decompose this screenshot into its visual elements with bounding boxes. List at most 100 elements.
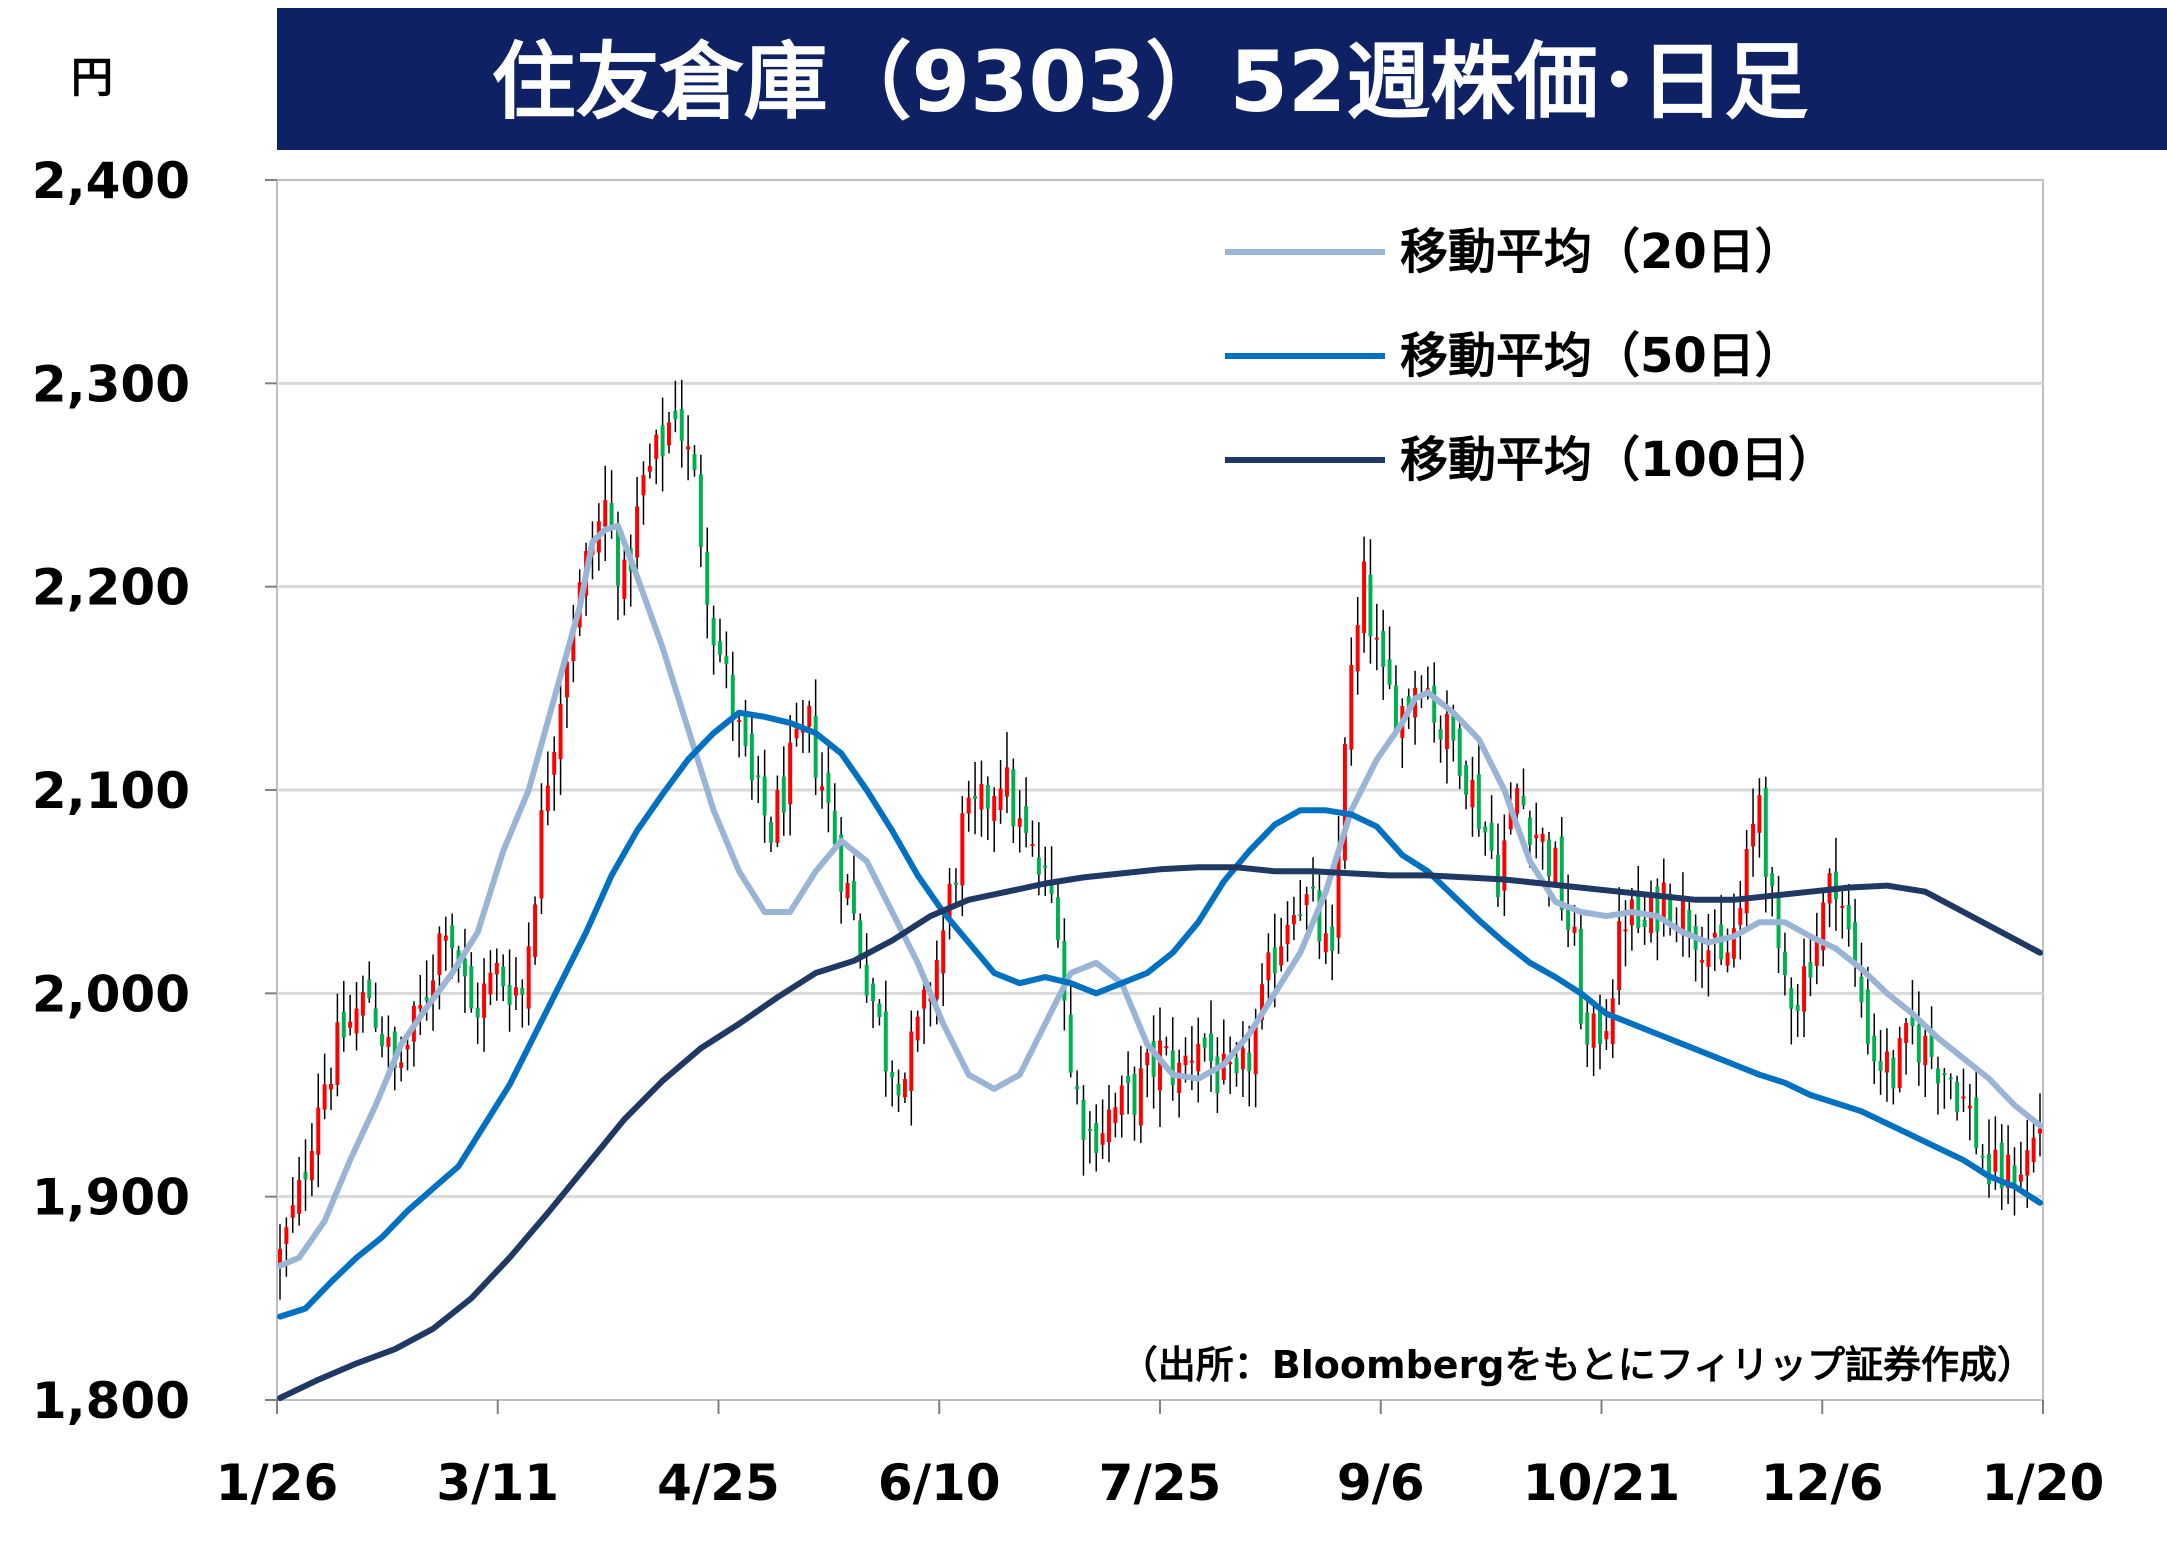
candle-body	[1457, 728, 1462, 776]
candle-body	[278, 1248, 282, 1264]
candle-body	[1151, 1041, 1156, 1077]
y-tick-label: 2,000	[32, 965, 190, 1023]
candle-body	[564, 661, 569, 698]
candle-body	[1489, 822, 1494, 851]
candle-body	[1910, 1013, 1915, 1027]
candle-body	[1113, 1107, 1118, 1124]
y-tick-label: 2,300	[32, 355, 190, 413]
candle-body	[1387, 659, 1392, 685]
candle-body	[1368, 574, 1373, 637]
candle-body	[737, 720, 742, 723]
candle-body	[692, 454, 697, 470]
candle-body	[1802, 966, 1807, 1012]
candle-body	[450, 925, 455, 949]
candle-body	[1024, 806, 1029, 833]
candle-body	[1062, 941, 1067, 1001]
y-tick-label: 1,800	[32, 1372, 190, 1430]
candle-body	[615, 528, 620, 586]
y-tick-label: 2,100	[32, 762, 190, 820]
candle-body	[1604, 1031, 1609, 1040]
candle-body	[1304, 894, 1309, 906]
candle-body	[1942, 1073, 1947, 1076]
candle-body	[1738, 908, 1743, 925]
candle-body	[1336, 848, 1341, 938]
candle-body	[1145, 1052, 1150, 1066]
candle-body	[1470, 779, 1475, 808]
candle-body	[386, 1037, 391, 1047]
candle-body	[788, 742, 793, 805]
candle-body	[2031, 1137, 2036, 1163]
candle-body	[845, 883, 850, 899]
candle-body	[1540, 833, 1545, 842]
candle-body	[1865, 989, 1870, 1044]
candle-body	[297, 1179, 302, 1214]
candle-body	[1923, 1035, 1928, 1066]
candle-body	[2025, 1150, 2030, 1176]
candle-body	[1591, 1013, 1596, 1048]
y-unit-label: 円	[71, 53, 113, 102]
candle-body	[1049, 880, 1054, 894]
candle-body	[762, 776, 767, 816]
candle-body	[1132, 1073, 1137, 1116]
candle-body	[1342, 743, 1347, 861]
candle-body	[2038, 1128, 2042, 1134]
candle-body	[1680, 897, 1685, 934]
candle-body	[667, 422, 671, 446]
gridlines	[277, 381, 2043, 1199]
candle-body	[1107, 1109, 1111, 1143]
candle-body	[1846, 904, 1851, 930]
candle-body	[1814, 937, 1819, 966]
x-axis: 1/26 3/11 4/25 6/10 7/25 9/6 10/21 12/6 1/20	[216, 1400, 2104, 1512]
candle-body	[890, 1071, 895, 1078]
x-tick-label: 7/25	[1099, 1454, 1222, 1512]
candle-body	[947, 883, 952, 920]
candle-body	[1967, 1105, 1972, 1109]
candle-body	[1158, 1040, 1162, 1091]
candle-body	[1298, 914, 1303, 917]
candle-body	[673, 410, 678, 420]
candle-body	[469, 966, 474, 1009]
candle-body	[1534, 834, 1539, 839]
candle-body	[1891, 1057, 1896, 1089]
candle-body	[2012, 1165, 2017, 1189]
candle-body	[1444, 713, 1449, 750]
candle-body	[705, 551, 710, 605]
candle-body	[902, 1079, 907, 1098]
candle-body	[609, 502, 614, 526]
candle-body	[1355, 625, 1360, 672]
candle-body	[660, 425, 665, 457]
candle-body	[1610, 998, 1615, 1045]
candle-body	[360, 992, 365, 1016]
candle-body	[1164, 1046, 1169, 1049]
candle-body	[1036, 857, 1041, 875]
candle-body	[475, 1007, 480, 1018]
candle-body	[1330, 926, 1335, 951]
candle-body	[462, 958, 467, 977]
candle-body	[1782, 951, 1787, 976]
candle-body	[571, 632, 576, 662]
candle-body	[794, 728, 799, 739]
candle-body	[966, 797, 971, 814]
candle-body	[1495, 855, 1500, 898]
candle-body	[877, 1003, 882, 1018]
candle-body	[494, 962, 499, 975]
candle-body	[1138, 1068, 1143, 1126]
candle-body	[1527, 817, 1532, 845]
candle-body	[2018, 1174, 2023, 1182]
candle-body	[1948, 1077, 1953, 1080]
candle-body	[1317, 890, 1322, 942]
candle-body	[1272, 947, 1277, 974]
candle-body	[1374, 637, 1379, 640]
candle-body	[1055, 897, 1060, 941]
candle-body	[635, 506, 640, 558]
candle-body	[973, 795, 978, 799]
candle-body	[654, 434, 659, 459]
y-tick-label: 2,200	[32, 559, 190, 617]
candle-body	[482, 983, 487, 1018]
candle-body	[979, 784, 984, 810]
candle-body	[922, 989, 927, 1009]
candle-body	[1572, 926, 1577, 933]
candle-body	[953, 882, 958, 885]
candle-body	[1094, 1122, 1099, 1154]
